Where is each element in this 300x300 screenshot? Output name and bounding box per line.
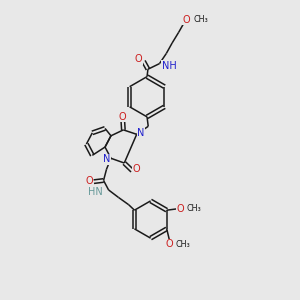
- Text: O: O: [135, 55, 142, 64]
- Text: N: N: [137, 128, 145, 138]
- Text: N: N: [103, 154, 110, 164]
- Text: CH₃: CH₃: [193, 15, 208, 24]
- Text: O: O: [133, 164, 140, 174]
- Text: CH₃: CH₃: [186, 204, 201, 213]
- Text: NH: NH: [162, 61, 177, 71]
- Text: O: O: [166, 239, 173, 249]
- Text: O: O: [176, 204, 184, 214]
- Text: O: O: [182, 14, 190, 25]
- Text: CH₃: CH₃: [176, 240, 190, 249]
- Text: O: O: [85, 176, 93, 186]
- Text: HN: HN: [88, 187, 103, 197]
- Text: O: O: [118, 112, 126, 122]
